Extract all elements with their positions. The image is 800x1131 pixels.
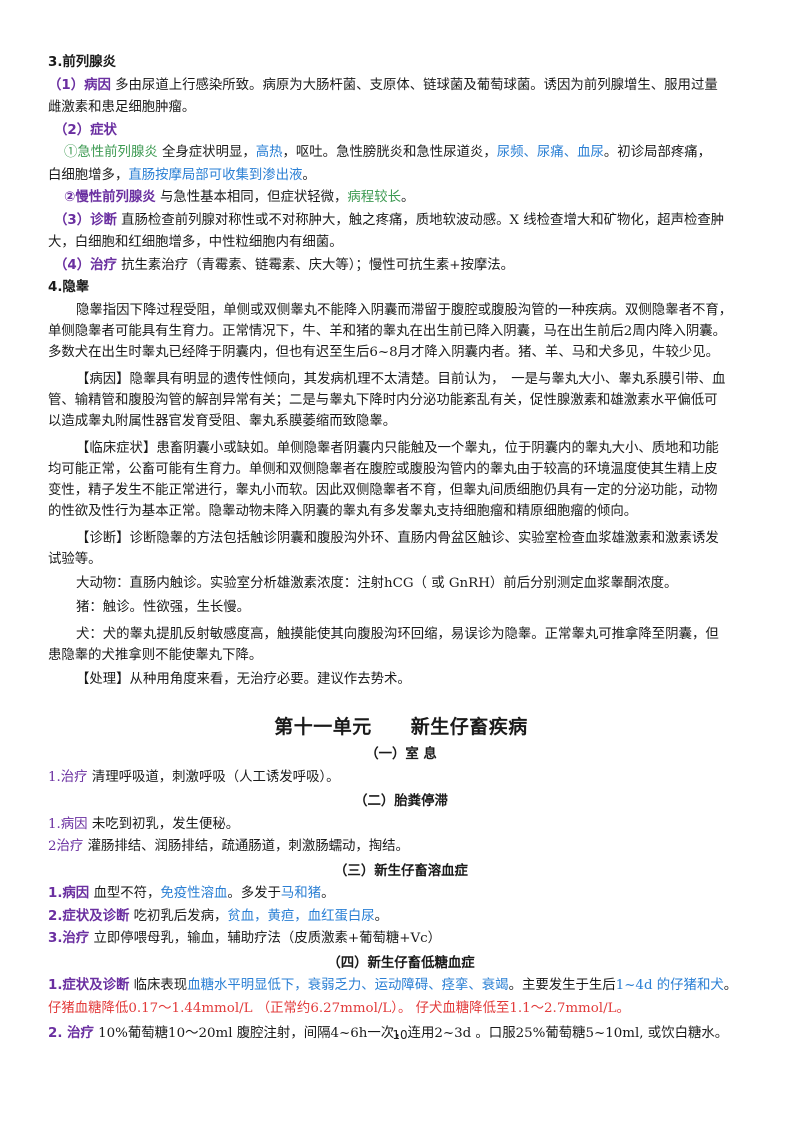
highlight-anemia: 贫血，黄疸，血红蛋白尿 — [227, 908, 375, 924]
highlight-horse-pig: 马和猪 — [280, 886, 322, 901]
label-hypoglycemia-symptoms: 1.症状及诊断 — [48, 978, 130, 993]
label-asphyxia-treatment: 1.治疗 — [48, 769, 88, 785]
section-title-meconium: （二）胎粪停滞 — [354, 794, 448, 809]
highlight-fever: 高热 — [255, 145, 283, 160]
highlight-long-course: 病程较长 — [347, 190, 401, 205]
label-hypoglycemia-treatment: 2. 治疗 — [48, 1026, 94, 1041]
asphyxia-treatment: 1.治疗 清理呼吸道，刺激呼吸（人工诱发呼吸）。 — [48, 769, 340, 785]
cryptorchidism-cause: 【病因】隐睾具有明显的遗传性倾向，其发病机理不太清楚。目前认为， 一是与睾丸大小… — [48, 371, 726, 429]
section-title-prostatitis: 3.前列腺炎 — [48, 55, 116, 70]
hemolysis-treatment: 3.治疗 立即停喂母乳，输血，辅助疗法（皮质激素+葡萄糖+Vc） — [48, 931, 442, 946]
label-acute: ①急性前列腺炎 — [64, 145, 158, 160]
label-symptom: （2）症状 — [54, 122, 117, 138]
hemolysis-symptoms: 2.症状及诊断 吃初乳后发病，贫血，黄疸，血红蛋白尿。 — [48, 908, 389, 924]
diagnosis-dog: 犬：犬的睾丸提肌反射敏感度高，触摸能使其向腹股沟环回缩，易误诊为隐睾。正常睾丸可… — [48, 626, 719, 663]
label-hemolysis-cause: 1.病因 — [48, 886, 90, 901]
highlight-massage: 直肠按摩局部可收集到渗出液 — [128, 167, 303, 183]
highlight-immune-hemolysis: 免疫性溶血 — [160, 886, 228, 901]
section-title-asphyxia: （一）室 息 — [365, 747, 437, 762]
cryptorchidism-clinical: 【临床症状】患畜阴囊小或缺如。单侧隐睾者阴囊内只能触及一个睾丸，位于阴囊内的睾丸… — [48, 440, 719, 519]
hemolysis-cause: 1.病因 血型不符，免疫性溶血。多发于马和猪。 — [48, 886, 335, 901]
label-meconium-treatment: 2治疗 — [48, 839, 84, 854]
prostatitis-cause: （1）病因 多由尿道上行感染所致。病原为大肠杆菌、支原体、链球菌及葡萄球菌。诱因… — [48, 75, 754, 98]
highlight-low-glucose: 血糖水平明显低下，衰弱乏力、运动障碍、痉挛、衰竭 — [187, 978, 509, 993]
cryptorchidism-treatment: 【处理】从种用角度来看，无治疗必要。建议作去势术。 — [76, 671, 411, 687]
page-content: 3.前列腺炎 （1）病因 多由尿道上行感染所致。病原为大肠杆菌、支原体、链球菌及… — [48, 52, 754, 1046]
section-title-hypoglycemia: （四）新生仔畜低糖血症 — [327, 955, 475, 971]
highlight-piglets-puppies: 1~4d 的仔猪和犬 — [615, 978, 724, 993]
text-cause: 多由尿道上行感染所致。病原为大肠杆菌、支原体、链球菌及葡萄球菌。诱因为前列腺增生… — [115, 77, 718, 93]
section-title-cryptorchidism: 4.隐睾 — [48, 280, 90, 295]
label-chronic: ②慢性前列腺炎 — [64, 190, 156, 205]
diagnosis-pig: 猪：触诊。性欲强，生长慢。 — [76, 599, 251, 615]
prostatitis-treatment: （4）治疗 抗生素治疗（青霉素、链霉素、庆大等）；慢性可抗生素+按摩法。 — [54, 257, 515, 273]
label-hemolysis-treatment: 3.治疗 — [48, 931, 90, 946]
label-cause: （1）病因 — [48, 77, 111, 93]
chronic-prostatitis: ②慢性前列腺炎 与急性基本相同，但症状轻微，病程较长。 — [64, 190, 415, 205]
cryptorchidism-intro: 隐睾指因下降过程受阻，单侧或双侧睾丸不能降入阴囊而滞留于腹腔或腹股沟管的一种疾病… — [48, 302, 733, 360]
hypoglycemia-symptoms: 1.症状及诊断 临床表现血糖水平明显低下，衰弱乏力、运动障碍、痉挛、衰竭。主要发… — [48, 978, 738, 993]
label-hemolysis-symptoms: 2.症状及诊断 — [48, 908, 130, 924]
meconium-cause: 1.病因 未吃到初乳，发生便秘。 — [48, 816, 240, 832]
prostatitis-cause-cont: 雌激素和患足细胞肿瘤。 — [48, 100, 196, 115]
acute-prostatitis-cont: 白细胞增多，直肠按摩局部可收集到渗出液。 — [48, 167, 316, 183]
section-title-hemolysis: （三）新生仔畜溶血症 — [334, 863, 468, 879]
acute-prostatitis: ①急性前列腺炎 全身症状明显，高热，呕吐。急性膀胱炎和急性尿道炎，尿频、尿痛、血… — [64, 145, 712, 160]
meconium-treatment: 2治疗 灌肠排结、润肠排结，疏通肠道，刺激肠蠕动，掏结。 — [48, 839, 409, 854]
prostatitis-diagnosis: （3）诊断 直肠检查前列腺对称性或不对称肿大，触之疼痛，质地软波动感。X 线检查… — [54, 212, 725, 228]
diagnosis-large-animal: 大动物：直肠内触诊。实验室分析雄激素浓度：注射hCG（ 或 GnRH）前后分别测… — [76, 575, 678, 591]
hypoglycemia-values: 仔猪血糖降低0.17～1.44mmol/L （正常约6.27mmol/L）。 仔… — [48, 1000, 630, 1016]
hypoglycemia-treatment: 2. 治疗 10%葡萄糖10～20ml 腹腔注射，间隔4~6h一次，连用2~3d… — [48, 1026, 729, 1041]
page-number: 10 — [392, 1028, 408, 1042]
prostatitis-diagnosis-cont: 大，白细胞和红细胞增多，中性粒细胞内有细菌。 — [48, 235, 343, 250]
highlight-urinary: 尿频、尿痛、血尿 — [496, 145, 604, 160]
unit-title: 第十一单元 新生仔畜疾病 — [274, 715, 528, 738]
cryptorchidism-diagnosis: 【诊断】诊断隐睾的方法包括触诊阴囊和腹股沟外环、直肠内骨盆区触诊、实验室检查血浆… — [48, 530, 719, 567]
label-treatment: （4）治疗 — [54, 257, 117, 273]
label-meconium-cause: 1.病因 — [48, 816, 88, 832]
label-diagnosis: （3）诊断 — [54, 212, 117, 228]
